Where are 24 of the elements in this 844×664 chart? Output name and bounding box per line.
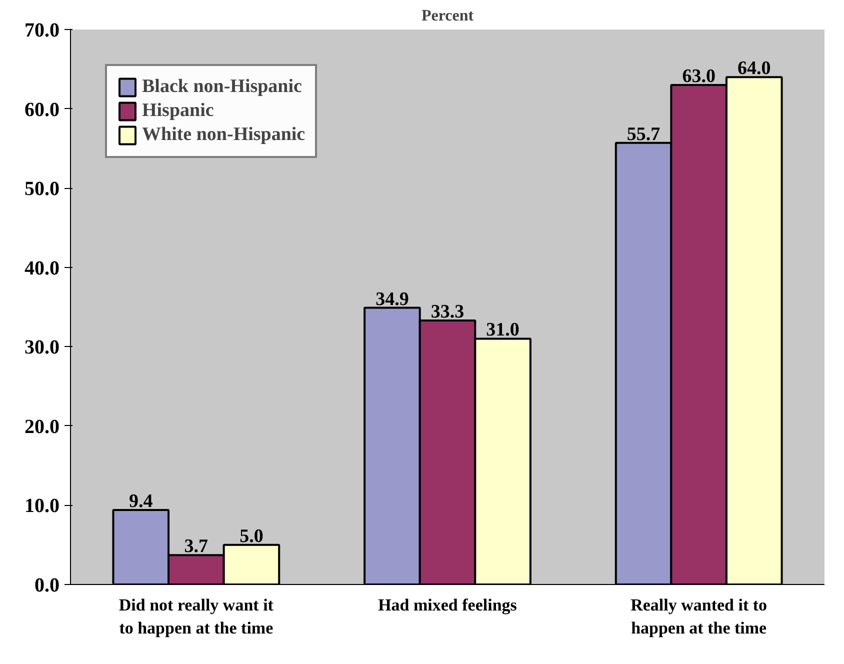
data-label: 64.0: [738, 58, 771, 80]
legend-label: Hispanic: [142, 100, 214, 122]
x-tick-label: Did not really want it to happen at the time: [118, 596, 274, 638]
y-tick-label: 40.0: [24, 257, 60, 280]
data-label: 33.3: [430, 301, 464, 322]
y-tick-label: 10.0: [24, 495, 60, 518]
y-axis-title: Percent: [421, 8, 474, 24]
data-label: 55.7: [626, 124, 661, 145]
legend-label: Black non-Hispanic: [142, 76, 302, 98]
legend-label: White non-Hispanic: [142, 124, 306, 146]
data-label: 63.0: [682, 66, 716, 87]
data-label: 9.4: [129, 490, 154, 512]
data-label: 3.7: [184, 536, 209, 558]
x-tick-label: Had mixed feelings: [378, 596, 518, 614]
data-label: 31.0: [486, 320, 520, 341]
y-tick-label: 30.0: [24, 336, 60, 359]
y-tick-label: 60.0: [24, 98, 60, 121]
y-tick-label: 20.0: [24, 416, 60, 438]
data-label: 5.0: [240, 526, 264, 547]
x-tick-label: Really wanted it to happen at the time: [630, 596, 768, 638]
y-tick-label: 0.0: [34, 574, 60, 596]
y-tick-label: 50.0: [24, 178, 60, 200]
y-tick-label: 70.0: [24, 20, 60, 42]
data-label: 34.9: [376, 288, 409, 310]
